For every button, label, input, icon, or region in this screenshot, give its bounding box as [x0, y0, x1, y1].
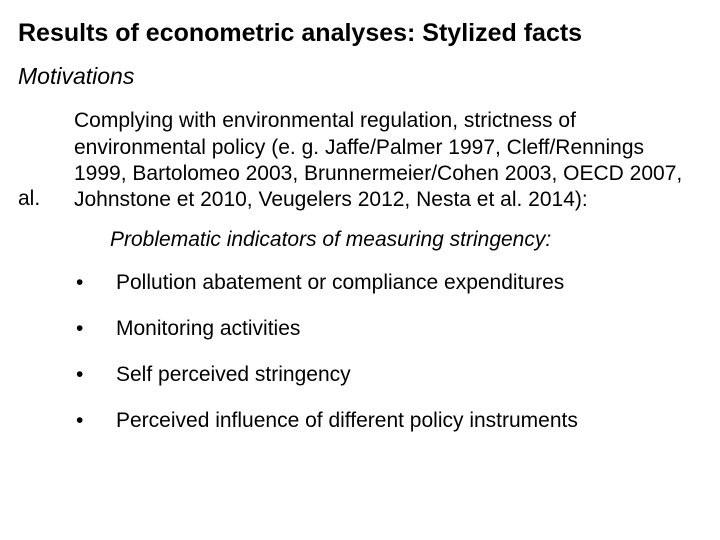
- bullet-text: Perceived influence of different policy …: [116, 408, 692, 434]
- left-orphan-label: al.: [18, 186, 74, 213]
- problematic-indicators-line: Problematic indicators of measuring stri…: [110, 227, 692, 253]
- slide-title: Results of econometric analyses: Stylize…: [18, 18, 692, 49]
- list-item: • Self perceived stringency: [70, 362, 692, 388]
- bullet-icon: •: [70, 316, 116, 342]
- bullet-icon: •: [70, 408, 116, 434]
- list-item: • Pollution abatement or compliance expe…: [70, 270, 692, 296]
- slide-container: Results of econometric analyses: Stylize…: [0, 0, 720, 540]
- list-item: • Monitoring activities: [70, 316, 692, 342]
- bullet-icon: •: [70, 270, 116, 296]
- bullet-text: Pollution abatement or compliance expend…: [116, 270, 692, 296]
- main-paragraph-row: al. Complying with environmental regulat…: [18, 108, 692, 213]
- bullet-list: • Pollution abatement or compliance expe…: [70, 270, 692, 435]
- bullet-text: Self perceived stringency: [116, 362, 692, 388]
- slide-subtitle: Motivations: [18, 63, 692, 90]
- bullet-icon: •: [70, 362, 116, 388]
- main-paragraph: Complying with environmental regulation,…: [74, 108, 692, 213]
- list-item: • Perceived influence of different polic…: [70, 408, 692, 434]
- bullet-text: Monitoring activities: [116, 316, 692, 342]
